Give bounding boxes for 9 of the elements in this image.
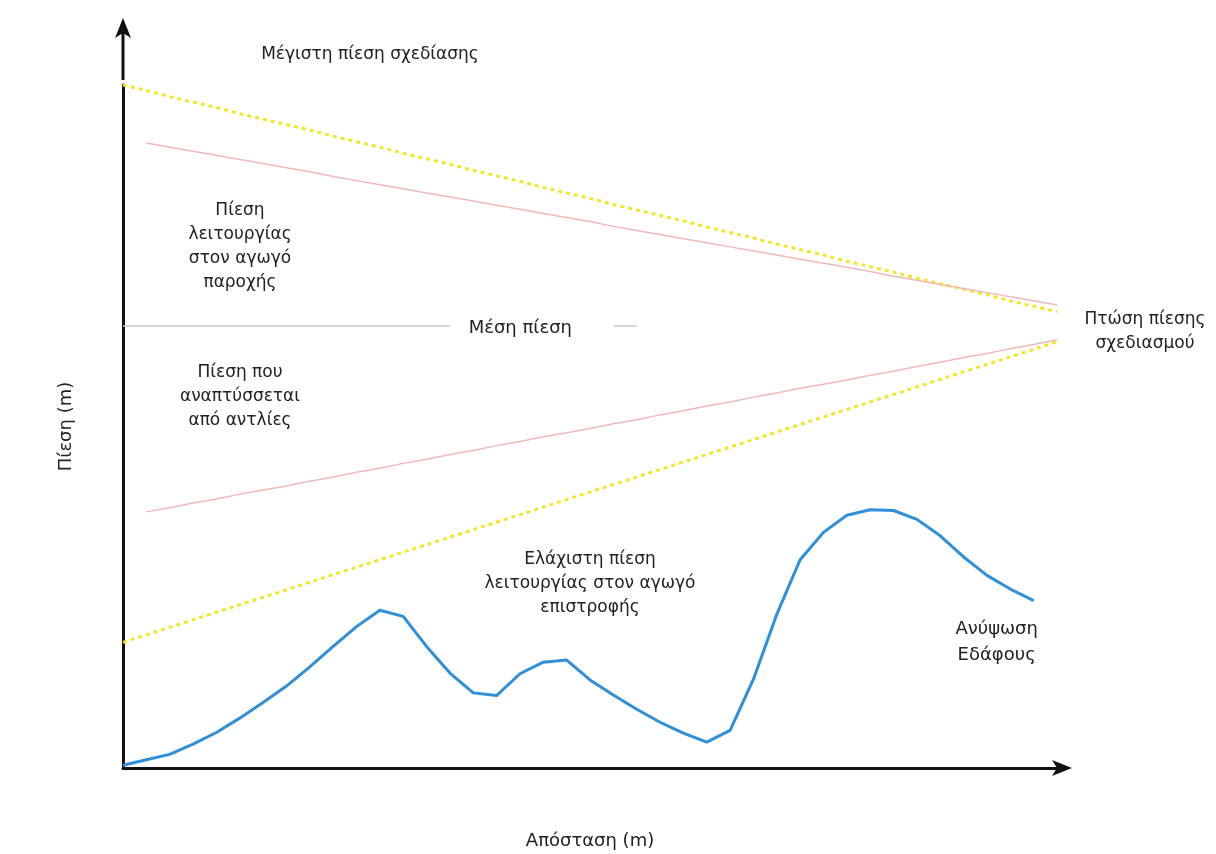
annotation: Πίεση λειτουργίας στον αγωγό παροχής xyxy=(188,199,292,291)
series-label: Μέση πίεση xyxy=(468,315,572,337)
y-axis-title: Πίεση (m) xyxy=(53,381,75,472)
x-axis-title: Απόσταση (m) xyxy=(525,828,655,850)
series-label: Ανύψωση Εδάφους xyxy=(955,617,1038,665)
annotation: Ελάχιστη πίεση λειτουργίας στον αγωγό επιστροφής xyxy=(484,548,696,616)
text: Πτώση πίεσης σχεδιασμού xyxy=(1084,308,1206,352)
annotation: Πίεση που αναπτύσσεται από αντλίες xyxy=(179,361,301,429)
text: Μέγιστη πίεση σχεδίασης xyxy=(261,43,479,63)
